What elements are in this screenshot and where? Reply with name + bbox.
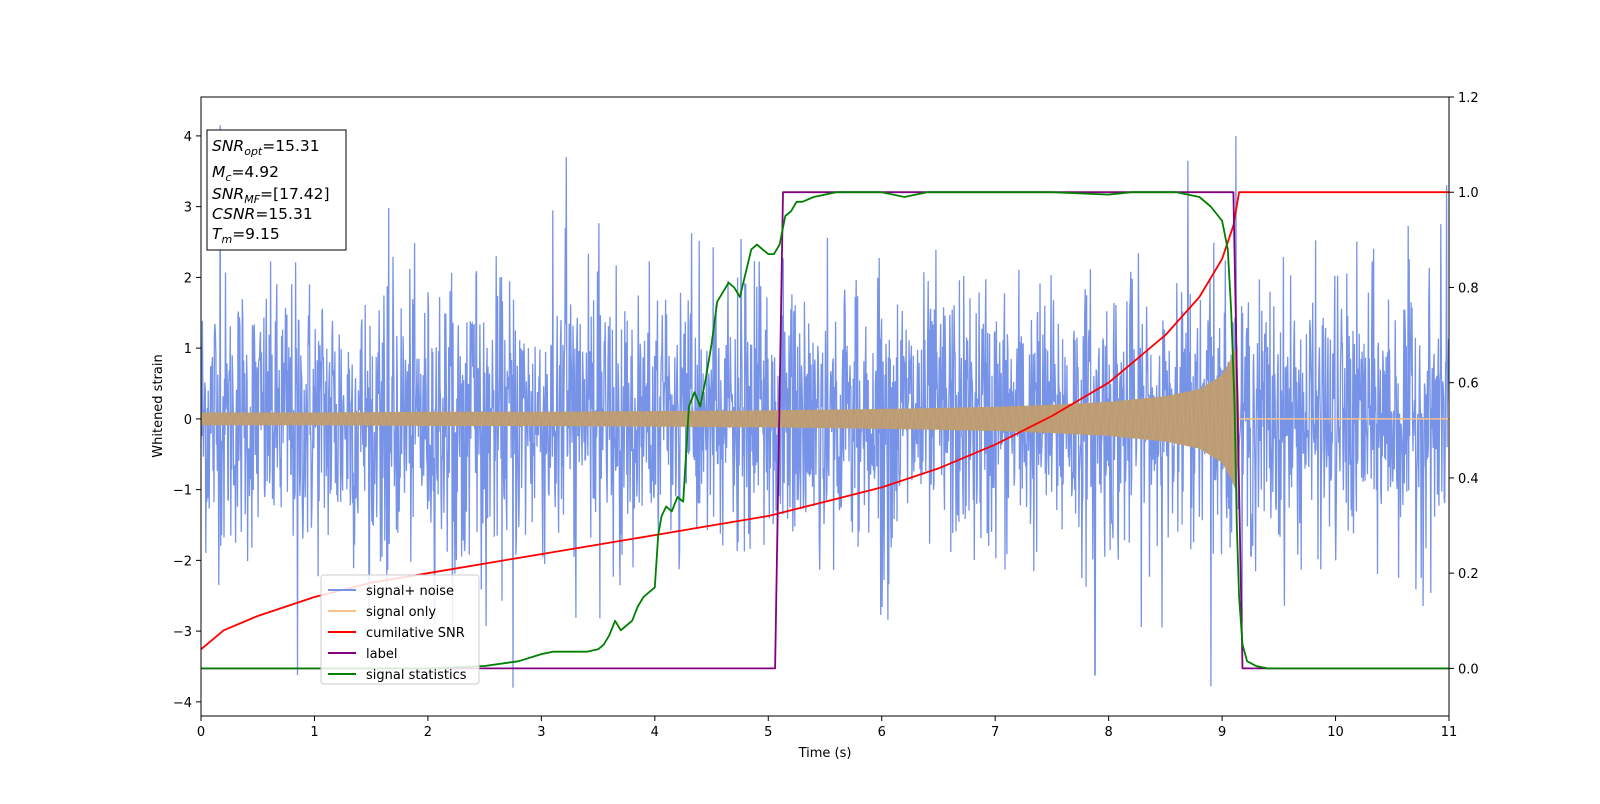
info-box-lines: SNRopt=15.31 Mc=4.92SNRMF=[17.42]CSNR=15.… [212, 137, 330, 246]
y-tick-label: −4 [173, 696, 192, 711]
info-line: CSNR=15.31 [212, 205, 313, 223]
legend-label: cumilative SNR [366, 626, 465, 641]
x-tick-label: 4 [651, 725, 659, 740]
x-tick-label: 8 [1104, 725, 1112, 740]
y2-tick-label: 1.2 [1458, 91, 1479, 106]
info-box: SNRopt=15.31 Mc=4.92SNRMF=[17.42]CSNR=15.… [206, 129, 347, 251]
info-line: Tm=9.15 [212, 225, 280, 246]
info-line: SNRMF=[17.42] [212, 185, 330, 206]
y-tick-label: −1 [173, 484, 192, 499]
x-tick-label: 7 [991, 725, 999, 740]
plot-frame [200, 96, 1450, 717]
x-tick-label: 0 [197, 725, 205, 740]
y-axis-right: 0.0 0.2 0.4 0.6 0.8 1.0 1.2 [1449, 91, 1479, 677]
legend-label: label [366, 647, 397, 662]
y-axis-label: Whitened strain [151, 354, 166, 457]
signal-only-series [201, 345, 1449, 493]
y-tick-label: 3 [184, 201, 192, 216]
signal-statistics-line [201, 191, 1449, 670]
x-tick-label: 10 [1327, 725, 1344, 740]
y-tick-label: 1 [184, 342, 192, 357]
y-tick-label: −2 [173, 554, 192, 569]
y-tick-label: 0 [184, 413, 192, 428]
x-tick-label: 2 [424, 725, 432, 740]
x-tick-label: 1 [310, 725, 318, 740]
y2-tick-label: 1.0 [1458, 186, 1479, 201]
x-tick-label: 11 [1441, 725, 1458, 740]
x-tick-label: 5 [764, 725, 772, 740]
x-axis: 0 1 2 3 4 5 6 7 8 9 10 11 [197, 716, 1457, 740]
y2-tick-label: 0.8 [1458, 281, 1479, 296]
x-tick-label: 6 [878, 725, 886, 740]
y2-tick-label: 0.0 [1458, 662, 1479, 677]
y2-tick-label: 0.2 [1458, 567, 1479, 582]
y-tick-label: 2 [184, 271, 192, 286]
signal-only-envelope [201, 345, 1240, 493]
legend-label: signal+ noise [366, 584, 454, 599]
x-axis-label: Time (s) [798, 746, 852, 761]
y2-tick-label: 0.6 [1458, 377, 1479, 392]
legend-label: signal statistics [366, 668, 467, 683]
legend-label: signal only [366, 605, 436, 620]
y-axis-left: −4 −3 −2 −1 0 1 2 3 4 [173, 130, 201, 711]
legend: signal+ noise signal only cumilative SNR la… [320, 574, 480, 685]
info-line: SNRopt=15.31 [212, 137, 320, 158]
legend-items: signal+ noise signal only cumilative SNR la… [328, 584, 467, 683]
y-tick-label: 4 [184, 130, 192, 145]
x-tick-label: 9 [1218, 725, 1226, 740]
x-tick-label: 3 [537, 725, 545, 740]
signal-only-oscillation [201, 360, 1240, 485]
legend-frame [320, 574, 480, 685]
info-box-frame [206, 129, 347, 251]
y-tick-label: −3 [173, 625, 192, 640]
y2-tick-label: 0.4 [1458, 472, 1479, 487]
info-line: Mc=4.92 [212, 163, 279, 184]
